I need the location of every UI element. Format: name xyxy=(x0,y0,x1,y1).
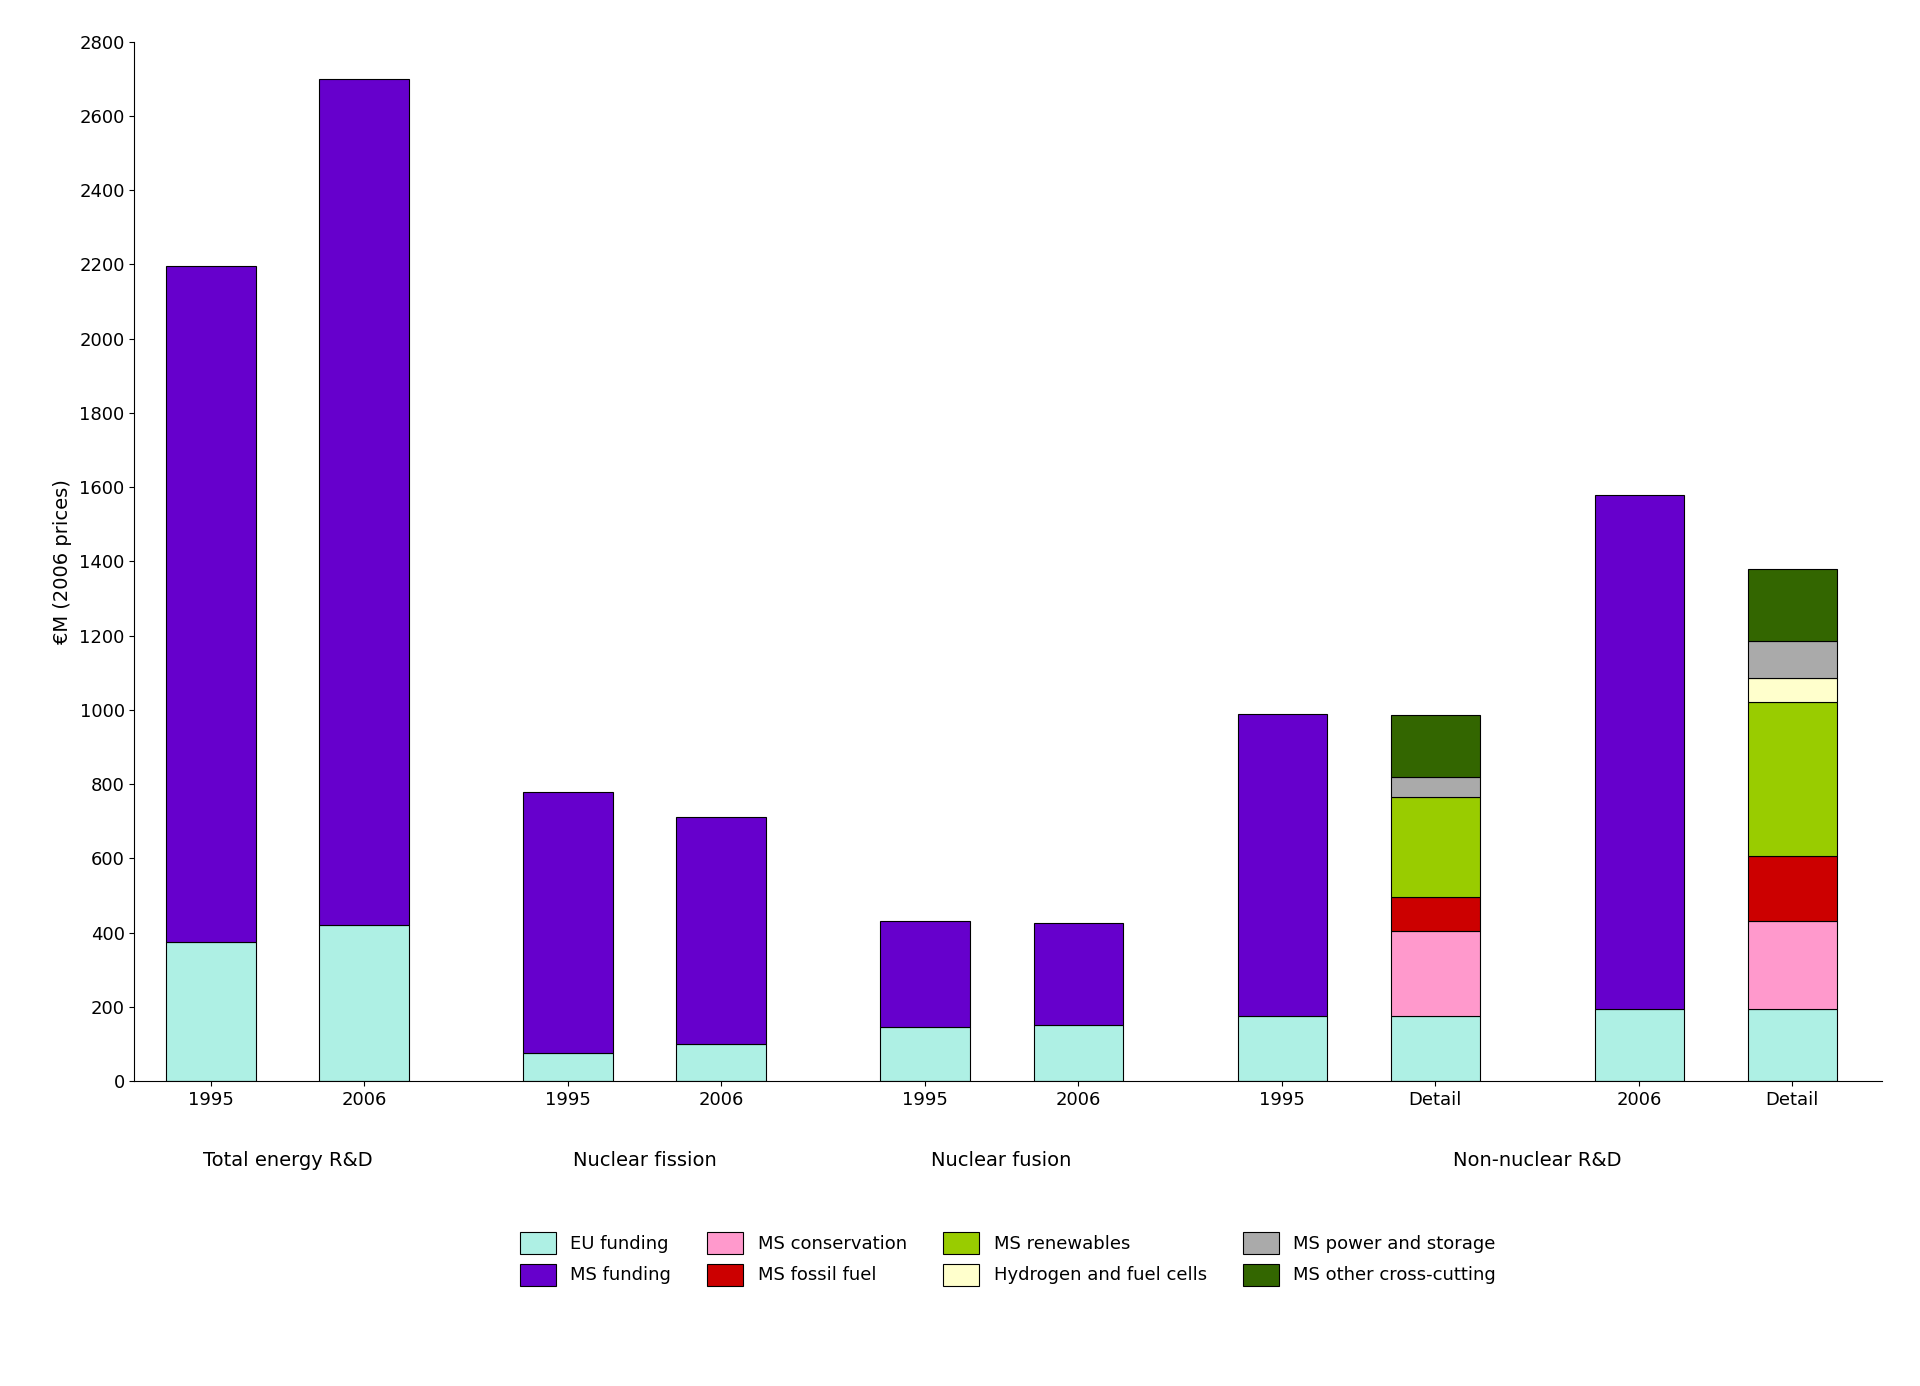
Bar xyxy=(1033,1026,1123,1081)
Bar xyxy=(1747,922,1837,1009)
Bar xyxy=(1390,1016,1480,1081)
Text: Nuclear fusion: Nuclear fusion xyxy=(931,1150,1071,1170)
Bar xyxy=(676,1044,766,1081)
Bar xyxy=(1747,568,1837,642)
Bar xyxy=(1747,678,1837,703)
Bar xyxy=(319,926,409,1081)
Bar xyxy=(319,79,409,926)
Bar xyxy=(1390,897,1480,931)
Bar xyxy=(1747,1009,1837,1081)
Bar xyxy=(1033,923,1123,1026)
Bar xyxy=(881,922,970,1027)
Bar xyxy=(1238,714,1327,1016)
Bar xyxy=(1390,797,1480,897)
Bar xyxy=(1596,495,1684,1009)
Bar xyxy=(1747,703,1837,857)
Bar xyxy=(1747,642,1837,678)
Bar xyxy=(881,1027,970,1081)
Text: Total energy R&D: Total energy R&D xyxy=(204,1150,372,1170)
Bar xyxy=(524,1053,612,1081)
Bar xyxy=(676,818,766,1044)
Bar xyxy=(1390,931,1480,1016)
Bar xyxy=(524,791,612,1053)
Legend: EU funding, MS funding, MS conservation, MS fossil fuel, MS renewables, Hydrogen: EU funding, MS funding, MS conservation,… xyxy=(513,1225,1503,1293)
Bar xyxy=(1238,1016,1327,1081)
Bar xyxy=(1596,1009,1684,1081)
Text: Nuclear fission: Nuclear fission xyxy=(572,1150,716,1170)
Bar xyxy=(1390,776,1480,797)
Bar xyxy=(167,266,255,942)
Bar xyxy=(1747,857,1837,922)
Y-axis label: €M (2006 prices): €M (2006 prices) xyxy=(54,480,73,643)
Bar xyxy=(167,942,255,1081)
Bar xyxy=(1390,715,1480,776)
Text: Non-nuclear R&D: Non-nuclear R&D xyxy=(1453,1150,1622,1170)
